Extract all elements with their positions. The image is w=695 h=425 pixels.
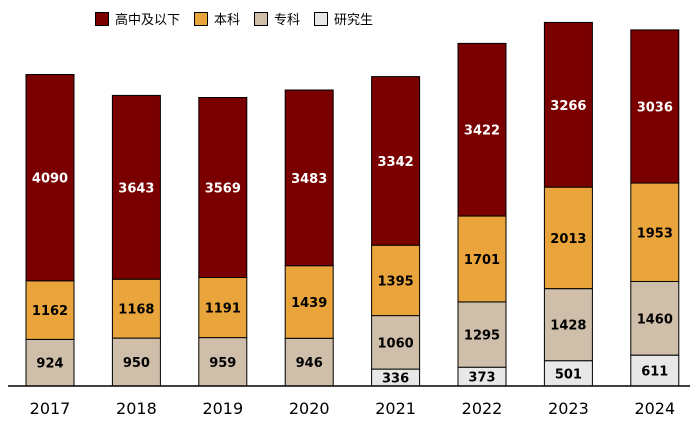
value-label-series-1-2018: 950 [123, 356, 150, 371]
value-label-series-3-2022: 3422 [464, 124, 500, 139]
x-tick-label-2024: 2024 [634, 399, 675, 418]
x-tick-labels-group: 2017 2018 2019 2020 2021 2022 2023 2024 [30, 399, 676, 418]
legend-item-bachelor: 本科 [194, 9, 240, 28]
bar-series-0-2023 [543, 360, 593, 387]
value-labels-group: 924 1162 4090 950 1168 3643 959 1191 3569 946 1439… [32, 99, 673, 387]
bar-series-3-2020 [284, 89, 334, 267]
x-tick-label-2021: 2021 [375, 399, 416, 418]
value-label-series-0-2022: 373 [468, 371, 495, 386]
value-label-series-0-2021: 336 [382, 372, 409, 387]
value-label-series-1-2019: 959 [209, 356, 236, 371]
legend-swatch-graduate [314, 11, 329, 26]
legend-item-high-school: 高中及以下 [95, 9, 180, 28]
value-label-series-3-2021: 3342 [378, 155, 414, 170]
value-label-series-3-2017: 4090 [32, 172, 68, 187]
bar-series-1-2020 [284, 337, 334, 387]
value-label-series-2-2023: 2013 [550, 232, 586, 247]
value-label-series-2-2020: 1439 [291, 296, 327, 311]
bar-series-0-2024 [630, 354, 680, 387]
bar-series-2-2020 [284, 265, 334, 339]
bar-series-1-2024 [630, 281, 680, 356]
legend-label-graduate: 研究生 [334, 13, 374, 28]
bar-series-2-2019 [198, 277, 248, 339]
x-tick-label-2017: 2017 [30, 399, 71, 418]
bar-series-3-2023 [543, 21, 593, 188]
bar-series-3-2022 [457, 42, 507, 217]
x-tick-label-2020: 2020 [289, 399, 330, 418]
x-tick-label-2023: 2023 [548, 399, 589, 418]
legend-label-associate: 专科 [274, 13, 301, 28]
value-label-series-1-2021: 1060 [378, 336, 414, 351]
value-label-series-1-2024: 1460 [637, 312, 673, 327]
bar-series-1-2019 [198, 337, 248, 387]
bar-series-1-2021 [371, 315, 421, 370]
bar-series-3-2024 [630, 29, 680, 184]
value-label-series-2-2024: 1953 [637, 226, 673, 241]
legend-swatch-associate [254, 11, 269, 26]
bar-series-2-2018 [111, 278, 161, 339]
value-label-series-0-2023: 501 [555, 367, 582, 382]
legend-label-bachelor: 本科 [214, 13, 241, 28]
value-label-series-1-2020: 946 [296, 356, 323, 371]
bar-series-2-2021 [371, 244, 421, 317]
value-label-series-3-2024: 3036 [637, 100, 673, 115]
x-tick-label-2018: 2018 [116, 399, 157, 418]
legend-swatch-bachelor [194, 11, 209, 26]
legend-item-associate: 专科 [254, 9, 300, 28]
legend-label-high-school: 高中及以下 [115, 13, 181, 28]
bar-series-1-2018 [111, 337, 161, 387]
chart-legend: 高中及以下 本科 专科 研究生 [95, 9, 387, 28]
bar-series-2-2023 [543, 186, 593, 290]
value-label-series-3-2019: 3569 [205, 182, 241, 197]
value-label-series-2-2017: 1162 [32, 304, 68, 319]
value-label-series-2-2019: 1191 [205, 302, 241, 317]
value-label-series-1-2022: 1295 [464, 329, 500, 344]
value-label-series-2-2022: 1701 [464, 253, 500, 268]
value-label-series-3-2023: 3266 [550, 99, 586, 114]
bar-series-3-2018 [111, 94, 161, 280]
bar-series-3-2017 [25, 74, 75, 282]
bar-series-3-2021 [371, 76, 421, 246]
value-label-series-3-2020: 3483 [291, 172, 327, 187]
x-tick-label-2022: 2022 [462, 399, 503, 418]
value-label-series-1-2017: 924 [36, 357, 63, 372]
value-label-series-3-2018: 3643 [118, 181, 154, 196]
legend-swatch-high-school [95, 11, 109, 26]
bars-group [25, 21, 680, 387]
value-label-series-2-2018: 1168 [118, 303, 154, 318]
value-label-series-2-2021: 1395 [378, 274, 414, 289]
bar-series-2-2022 [457, 215, 507, 303]
bar-series-2-2017 [25, 280, 75, 340]
value-label-series-1-2023: 1428 [550, 319, 586, 334]
value-label-series-0-2024: 611 [641, 365, 668, 380]
bar-series-3-2019 [198, 97, 248, 278]
legend-item-graduate: 研究生 [314, 9, 373, 28]
x-tick-label-2019: 2019 [202, 399, 243, 418]
